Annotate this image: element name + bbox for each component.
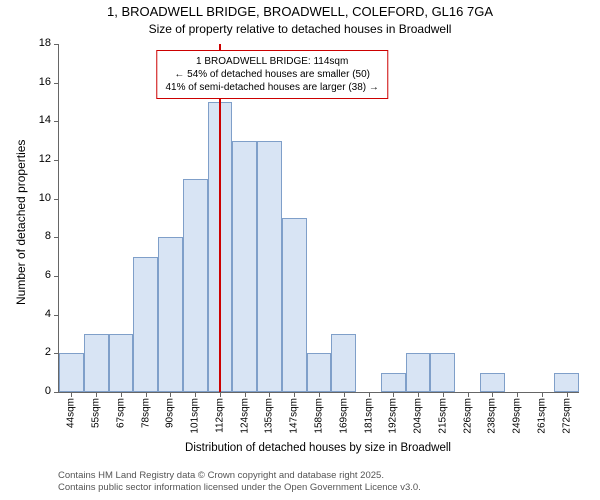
histogram-bar — [257, 141, 282, 392]
histogram-bar — [84, 334, 109, 392]
chart-container: 1, BROADWELL BRIDGE, BROADWELL, COLEFORD… — [0, 0, 600, 500]
histogram-bar — [554, 373, 579, 392]
annotation-line: ← 54% of detached houses are smaller (50… — [165, 68, 378, 81]
histogram-bar — [232, 141, 257, 392]
plot-area: 02468101214161844sqm55sqm67sqm78sqm90sqm… — [58, 44, 579, 393]
chart-title-2: Size of property relative to detached ho… — [0, 22, 600, 37]
histogram-bar — [307, 353, 332, 392]
footer-line-2: Contains public sector information licen… — [58, 482, 421, 494]
histogram-bar — [133, 257, 158, 392]
histogram-bar — [183, 179, 208, 392]
histogram-bar — [406, 353, 431, 392]
histogram-bar — [282, 218, 307, 392]
footer-attribution: Contains HM Land Registry data © Crown c… — [58, 470, 421, 494]
footer-line-1: Contains HM Land Registry data © Crown c… — [58, 470, 421, 482]
annotation-line: 1 BROADWELL BRIDGE: 114sqm — [165, 55, 378, 68]
y-axis-label: Number of detached properties — [14, 140, 28, 305]
histogram-bar — [430, 353, 455, 392]
histogram-bar — [59, 353, 84, 392]
x-axis-label: Distribution of detached houses by size … — [58, 442, 578, 454]
histogram-bar — [109, 334, 134, 392]
annotation-line: 41% of semi-detached houses are larger (… — [165, 81, 378, 94]
histogram-bar — [331, 334, 356, 392]
chart-title-1: 1, BROADWELL BRIDGE, BROADWELL, COLEFORD… — [0, 4, 600, 20]
annotation-box: 1 BROADWELL BRIDGE: 114sqm← 54% of detac… — [156, 50, 387, 99]
histogram-bar — [158, 237, 183, 392]
histogram-bar — [381, 373, 406, 392]
histogram-bar — [480, 373, 505, 392]
